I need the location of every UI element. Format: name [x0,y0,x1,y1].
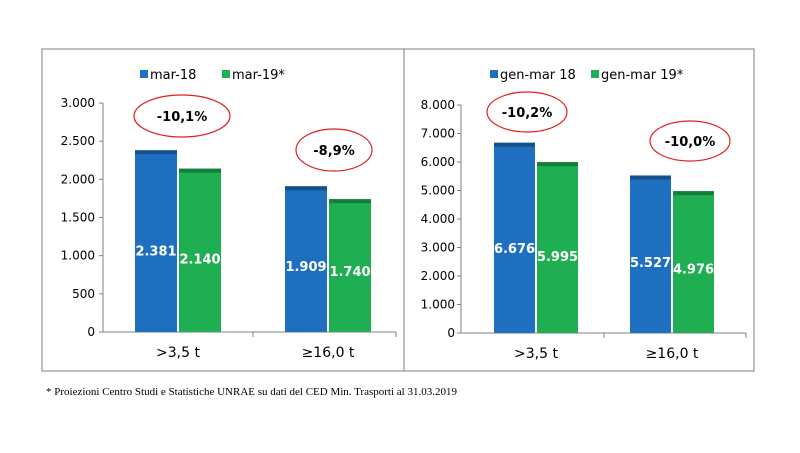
y-tick-label: 2.500 [61,134,95,148]
bar-top-edge [285,186,327,191]
y-tick-label: 3.000 [61,96,95,110]
y-tick-label: 500 [72,287,95,301]
y-tick-label: 8.000 [421,98,455,112]
bar-top-edge [673,191,714,196]
bar-top-edge [329,199,371,204]
y-tick-label: 6.000 [421,155,455,169]
bar-gen-mar-18-1 [494,142,535,333]
footnote: * Proiezioni Centro Studi e Statistiche … [46,386,457,398]
y-tick-label: 0 [447,326,455,340]
bar-top-edge [135,150,177,155]
y-tick-label: 3.000 [421,241,455,255]
bar-value-label: 1.740 [329,265,370,280]
annotation-ellipse [649,120,731,162]
x-category-label: ≥16,0 t [302,345,355,361]
legend-label-1: gen-mar 18 [500,68,576,83]
y-tick-label: 7.000 [421,127,455,141]
bar-gen-mar-18-2 [630,175,671,333]
y-tick-label: 2.000 [61,172,95,186]
legend-swatch-2 [591,70,599,78]
legend-label-2: mar-19* [232,68,285,83]
bar-gen-mar-19--1 [537,162,578,333]
bar-value-label: 5.527 [630,256,671,271]
bar-mar-18-1 [135,150,177,332]
chart-left: mar-18 mar-19* 0 500 1.000 1.500 2.000 2.500 3.0… [61,68,397,361]
y-tick-label: 0 [87,325,95,339]
annotation-ellipse [295,128,373,172]
bar-top-edge [494,142,535,147]
bar-value-label: 4.976 [673,262,714,277]
annotation-label: -10,0% [665,135,716,150]
y-tick-label: 1.000 [61,249,95,263]
legend-swatch-2 [222,70,230,78]
annotation-label: -8,9% [313,144,354,159]
x-category-label: ≥16,0 t [646,346,699,362]
annotation-label: -10,2% [502,106,553,121]
legend-label-2: gen-mar 19* [601,68,684,83]
y-tick-label: 5.000 [421,184,455,198]
bar-value-label: 1.909 [285,260,326,275]
legend-label-1: mar-18 [150,68,196,83]
x-category-label: >3,5 t [156,345,200,361]
bar-gen-mar-19--2 [673,191,714,333]
y-tick-label: 1.500 [61,211,95,225]
bar-value-label: 2.381 [135,245,176,260]
bar-top-edge [537,162,578,167]
legend-swatch-1 [490,70,498,78]
bar-top-edge [179,168,221,173]
bar-mar-19--2 [329,199,371,332]
annotation-ellipse [486,91,568,133]
legend-swatch-1 [140,70,148,78]
y-tick-label: 1.000 [421,298,455,312]
x-category-label: >3,5 t [514,346,558,362]
bar-value-label: 2.140 [179,252,220,267]
annotation-ellipse [133,94,231,138]
chart-right-frame [403,48,755,372]
y-tick-label: 2.000 [421,269,455,283]
bar-value-label: 5.995 [537,250,578,265]
y-tick-label: 4.000 [421,212,455,226]
bar-mar-19--1 [179,168,221,332]
bar-top-edge [630,175,671,180]
bar-mar-18-2 [285,186,327,332]
bar-value-label: 6.676 [494,242,535,257]
annotation-label: -10,1% [157,110,208,125]
chart-right: gen-mar 18 gen-mar 19* 0 1.000 2.000 3.000 4.0… [421,68,747,362]
